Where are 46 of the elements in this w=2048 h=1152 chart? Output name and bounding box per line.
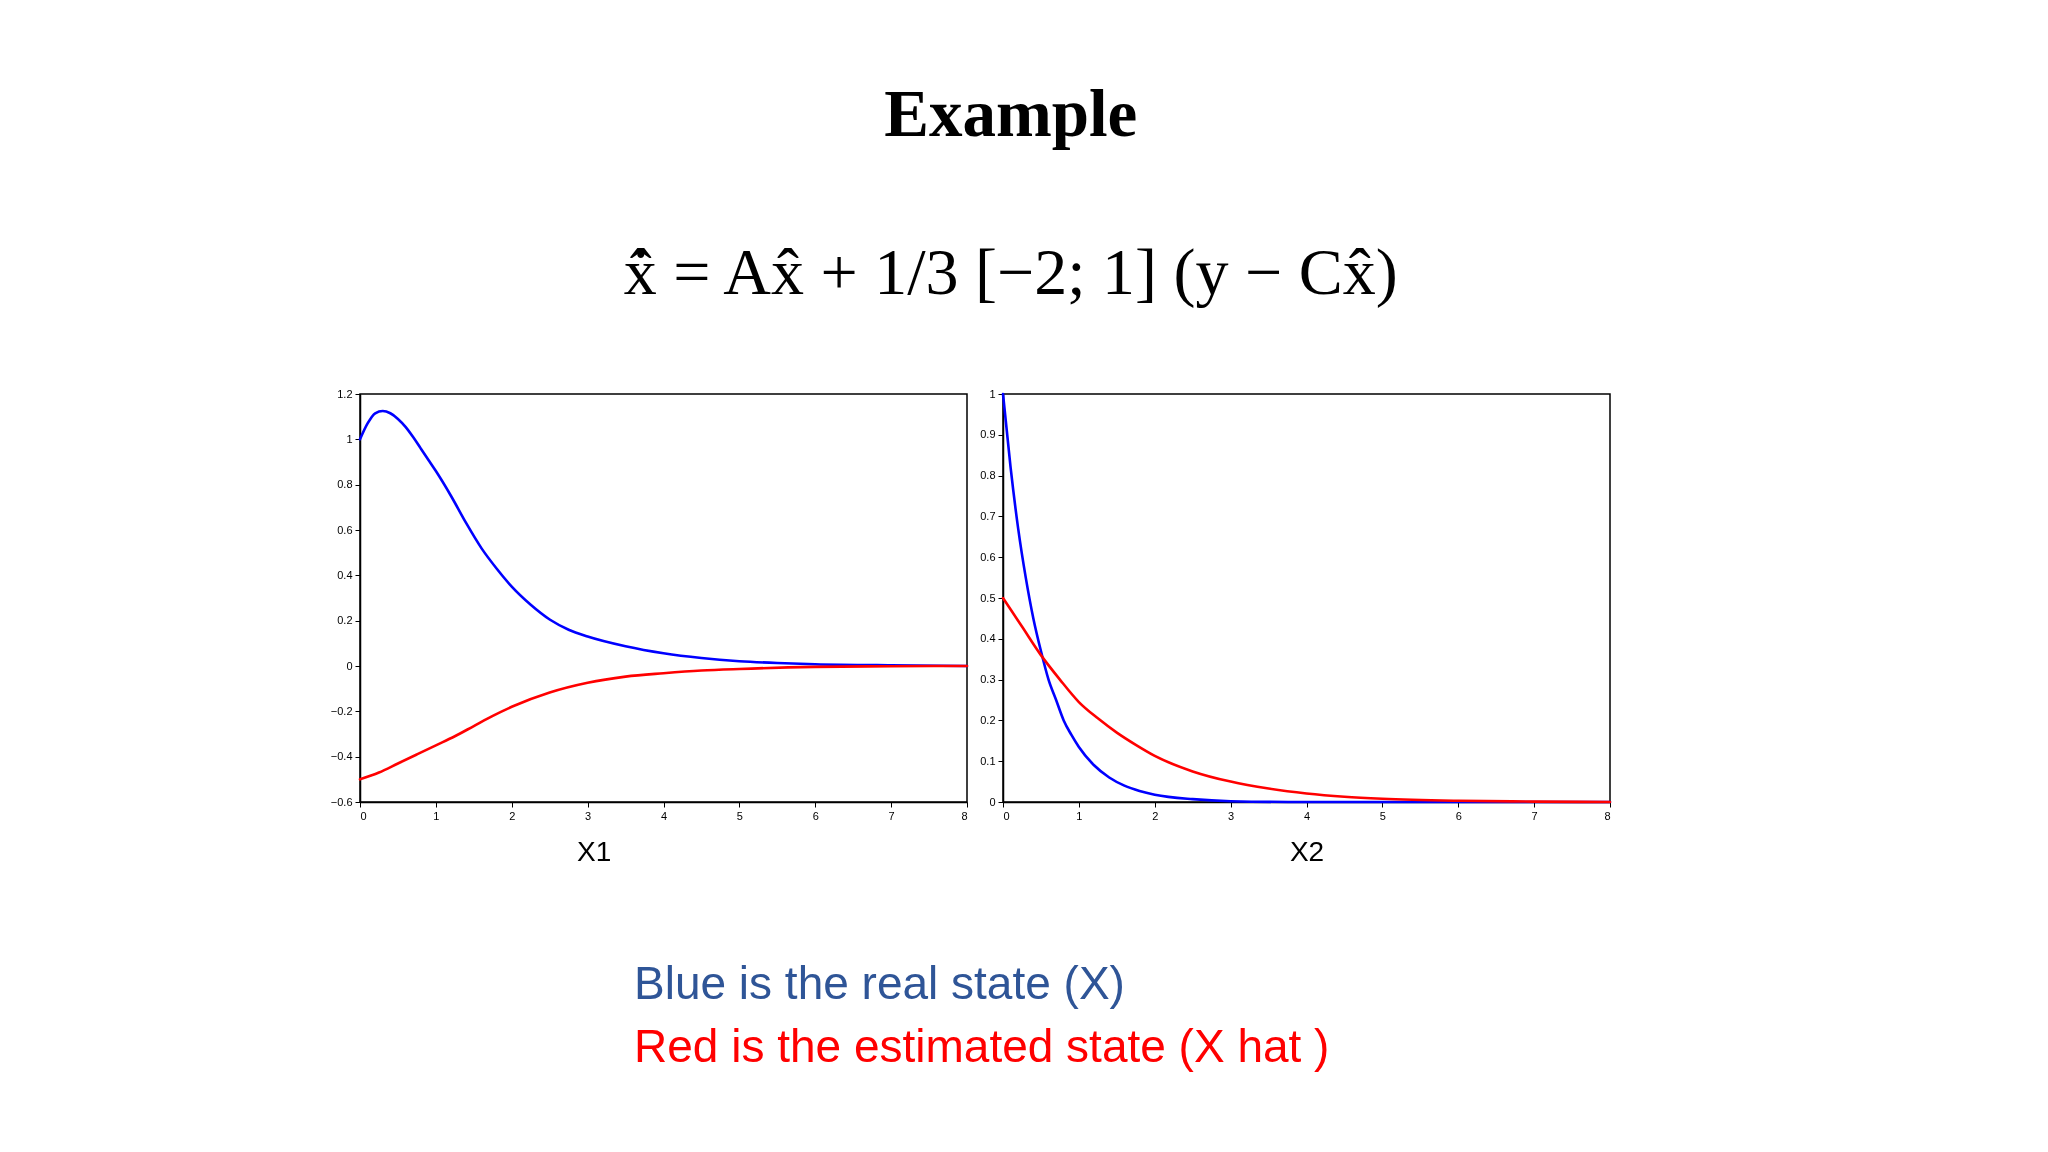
x-tick-label: 8 (1604, 809, 1611, 822)
y-tick-label: 0.2 (337, 614, 353, 627)
x-tick-label: 7 (888, 809, 895, 822)
y-tick-label: 0.3 (980, 673, 996, 686)
y-tick-label: 0 (346, 659, 353, 672)
x-axis-title: X1 (577, 835, 612, 867)
x-tick-label: 4 (1303, 809, 1311, 822)
y-tick-label: −0.4 (330, 750, 353, 763)
x-tick-label: 5 (736, 809, 743, 822)
line-series (358, 664, 969, 781)
x-tick-label: 1 (433, 809, 440, 822)
x-tick-label: 8 (961, 809, 968, 822)
x-tick-label: 6 (812, 809, 819, 822)
y-tick-label: 1 (989, 387, 996, 400)
y-tick-label: 0 (989, 795, 996, 808)
text: Blue is the real state (X) (634, 957, 1125, 1009)
x-tick-label: 2 (1152, 809, 1159, 822)
x-tick-label: 0 (360, 809, 367, 822)
x-tick-label: 2 (509, 809, 516, 822)
x-tick-label: 7 (1531, 809, 1538, 822)
y-tick-label: 0.2 (980, 713, 996, 726)
x-tick-label: 3 (585, 809, 592, 822)
y-tick-label: 0.8 (980, 469, 996, 482)
y-tick-label: 1 (346, 432, 353, 445)
x-tick-label: 5 (1379, 809, 1386, 822)
y-tick-label: 0.5 (980, 591, 996, 604)
y-tick-label: 0.4 (980, 632, 996, 645)
y-tick-label: 0.7 (980, 509, 996, 522)
y-tick-label: 0.1 (980, 754, 996, 767)
x-tick-label: 3 (1228, 809, 1235, 822)
x-axis-title: X2 (1289, 835, 1325, 867)
x-tick-label: 6 (1455, 809, 1462, 822)
y-tick-label: 0.9 (980, 428, 996, 441)
x-tick-label: 1 (1076, 809, 1083, 822)
x-tick-label: 4 (660, 809, 668, 822)
y-tick-label: 1.2 (337, 387, 353, 400)
y-tick-label: 0.4 (337, 568, 353, 581)
y-tick-label: −0.2 (330, 704, 353, 717)
text: Red is the estimated state (X hat ) (634, 1020, 1330, 1072)
y-tick-label: 0.6 (980, 550, 996, 563)
y-tick-label: 0.6 (337, 523, 353, 536)
chart-subtitle: x̂̇ = Ax̂ + 1/3 [−2; 1] (y − Cx̂) (623, 235, 1398, 310)
chart-title: Example (884, 76, 1138, 151)
y-tick-label: −0.6 (330, 795, 353, 808)
y-tick-label: 0.8 (337, 478, 353, 491)
x-tick-label: 0 (1003, 809, 1010, 822)
